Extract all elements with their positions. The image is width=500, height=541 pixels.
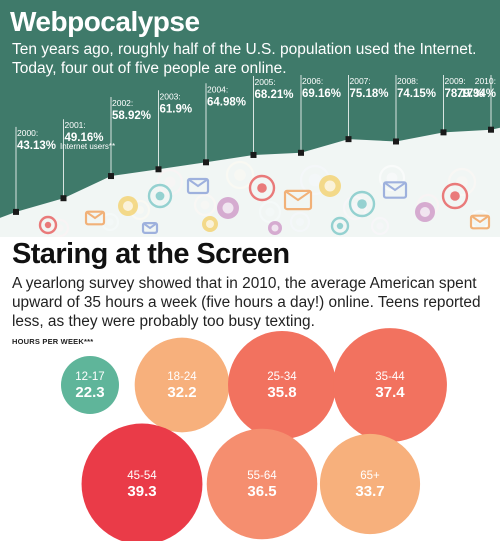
- age-bubble: [81, 423, 203, 541]
- year-marker: [440, 129, 447, 136]
- web-icon: [118, 196, 138, 216]
- year-label: 2002:: [112, 98, 133, 108]
- percent-label: 69.16%: [302, 88, 341, 100]
- hours-value: 32.2: [167, 384, 196, 401]
- intro-text: Ten years ago, roughly half of the U.S. …: [12, 41, 477, 77]
- percent-label: 74.15%: [397, 88, 436, 100]
- hours-per-week-label: HOURS PER WEEK***: [12, 337, 94, 346]
- web-icon: [268, 221, 282, 235]
- hours-value: 22.3: [75, 384, 104, 401]
- web-icon: [441, 182, 469, 210]
- hours-value: 39.3: [127, 483, 156, 500]
- web-icon: [330, 216, 350, 236]
- internet-usage-chart: 2000: 43.13% 2001: 49.16% 2002: 58.92% 2003: 61…: [0, 75, 500, 237]
- year-label: 2003:: [160, 91, 181, 101]
- page-title: Webpocalypse: [10, 6, 200, 37]
- hill-icons: [38, 174, 491, 236]
- year-marker: [60, 195, 67, 202]
- year-marker: [298, 149, 304, 156]
- age-group-label: 35-44: [375, 371, 405, 383]
- web-icon: [382, 181, 408, 199]
- year-labels: 2000: 43.13% 2001: 49.16% 2002: 58.92% 2003: 61…: [17, 76, 496, 152]
- year-label: 2005:: [255, 77, 276, 87]
- internet-users-note: Internet users**: [60, 142, 115, 151]
- percent-label: 64.98%: [207, 96, 246, 108]
- year-marker: [13, 208, 19, 215]
- year-marker: [250, 151, 257, 158]
- hours-value: 37.4: [375, 384, 405, 401]
- percent-label: 68.21%: [255, 89, 294, 101]
- web-icon: [202, 216, 218, 232]
- year-marker: [155, 166, 162, 173]
- year-label: 2001:: [65, 120, 86, 130]
- percent-label: 43.13%: [17, 140, 56, 152]
- web-icon: [319, 175, 341, 197]
- age-group-label: 25-34: [267, 371, 297, 383]
- year-label: 2010:: [475, 76, 496, 86]
- web-icon: [469, 214, 491, 230]
- web-icon: [415, 202, 435, 222]
- web-icon: [348, 190, 376, 218]
- age-group-label: 12-17: [75, 371, 104, 383]
- percent-label: 58.92%: [112, 110, 151, 122]
- hours-value: 36.5: [247, 483, 276, 500]
- hours-value: 35.8: [267, 384, 296, 401]
- web-icon: [141, 222, 159, 235]
- year-label: 2004:: [207, 84, 228, 94]
- web-icon: [248, 174, 276, 202]
- age-bubble: [61, 356, 119, 414]
- year-stems: [13, 75, 494, 215]
- percent-label: 61.9%: [160, 103, 193, 115]
- year-label: 2007:: [350, 76, 371, 86]
- percent-label: 75.18%: [350, 88, 389, 100]
- web-icon: [283, 189, 313, 211]
- year-label: 2000:: [17, 128, 38, 138]
- year-label: 2009:: [445, 76, 466, 86]
- year-marker: [393, 138, 399, 145]
- year-label: 2008:: [397, 76, 418, 86]
- age-group-label: 45-54: [127, 470, 157, 482]
- web-icon: [186, 177, 210, 195]
- age-group-label: 55-64: [247, 470, 277, 482]
- age-bubble: [228, 331, 336, 439]
- year-marker: [108, 173, 114, 180]
- age-group-label: 18-24: [167, 371, 197, 383]
- age-bubble: [134, 337, 230, 433]
- age-bubble: [333, 328, 447, 442]
- year-marker: [345, 136, 352, 143]
- percent-label: 79.34%: [457, 88, 496, 100]
- year-marker: [488, 126, 494, 133]
- age-group-label: 65+: [360, 470, 380, 482]
- internet-usage-section: 2000: 43.13% 2001: 49.16% 2002: 58.92% 2003: 61…: [0, 0, 500, 237]
- age-bubble: [206, 428, 318, 540]
- percent-label: 49.16%: [65, 132, 104, 144]
- web-icon: [217, 197, 239, 219]
- year-marker: [203, 159, 209, 166]
- section-title: Staring at the Screen: [12, 238, 290, 270]
- web-icon: [147, 183, 173, 209]
- age-bubble: [319, 433, 421, 535]
- web-icon: [38, 215, 58, 235]
- section-text: A yearlong survey showed that in 2010, t…: [12, 275, 481, 330]
- year-label: 2006:: [302, 76, 323, 86]
- web-icon: [84, 210, 106, 226]
- hours-value: 33.7: [355, 483, 384, 500]
- percent-label: 78.17%: [445, 88, 484, 100]
